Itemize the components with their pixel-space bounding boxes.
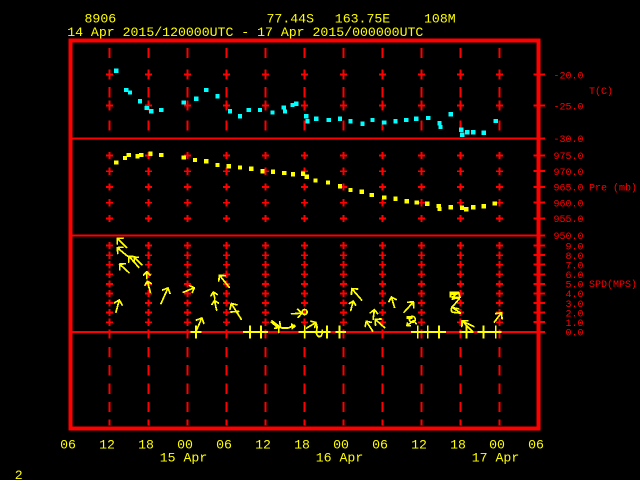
svg-text:77.44S: 77.44S bbox=[267, 12, 315, 27]
svg-text:4.0: 4.0 bbox=[565, 290, 583, 301]
svg-text:17 Apr: 17 Apr bbox=[472, 450, 519, 465]
svg-text:8906: 8906 bbox=[85, 12, 117, 27]
svg-text:2.0: 2.0 bbox=[565, 309, 583, 320]
svg-text:12: 12 bbox=[99, 437, 115, 452]
svg-text:06: 06 bbox=[216, 437, 232, 452]
svg-text:950.0: 950.0 bbox=[553, 232, 583, 243]
svg-text:15 Apr: 15 Apr bbox=[160, 450, 207, 465]
svg-text:2: 2 bbox=[15, 468, 23, 480]
svg-text:00: 00 bbox=[489, 437, 505, 452]
svg-text:965.0: 965.0 bbox=[553, 184, 583, 195]
svg-text:-30.0: -30.0 bbox=[553, 135, 583, 146]
svg-text:6.0: 6.0 bbox=[565, 271, 583, 282]
svg-text:955.0: 955.0 bbox=[553, 215, 583, 226]
svg-text:163.75E: 163.75E bbox=[335, 12, 390, 27]
svg-text:-25.0: -25.0 bbox=[553, 102, 583, 113]
svg-text:3.0: 3.0 bbox=[565, 300, 583, 311]
svg-text:7.0: 7.0 bbox=[565, 261, 583, 272]
svg-text:960.0: 960.0 bbox=[553, 199, 583, 210]
svg-text:00: 00 bbox=[333, 437, 349, 452]
svg-text:Pre (mb): Pre (mb) bbox=[589, 183, 637, 195]
svg-text:970.0: 970.0 bbox=[553, 168, 583, 179]
svg-text:06: 06 bbox=[372, 437, 388, 452]
svg-text:18: 18 bbox=[450, 437, 466, 452]
svg-text:18: 18 bbox=[138, 437, 154, 452]
svg-text:-20.0: -20.0 bbox=[553, 71, 583, 82]
svg-text:12: 12 bbox=[255, 437, 271, 452]
svg-text:06: 06 bbox=[528, 437, 544, 452]
svg-text:108M: 108M bbox=[424, 12, 456, 27]
svg-text:12: 12 bbox=[411, 437, 427, 452]
svg-text:18: 18 bbox=[294, 437, 310, 452]
svg-text:9.0: 9.0 bbox=[565, 242, 583, 253]
svg-text:975.0: 975.0 bbox=[553, 152, 583, 163]
svg-text:16 Apr: 16 Apr bbox=[316, 450, 363, 465]
svg-text:T(C): T(C) bbox=[589, 86, 613, 98]
svg-text:SPD(MPS): SPD(MPS) bbox=[589, 279, 637, 291]
svg-text:8.0: 8.0 bbox=[565, 252, 583, 263]
svg-text:14 Apr 2015/120000UTC - 17 Apr: 14 Apr 2015/120000UTC - 17 Apr 2015/0000… bbox=[67, 25, 423, 40]
svg-text:1.0: 1.0 bbox=[565, 319, 583, 330]
svg-text:00: 00 bbox=[177, 437, 193, 452]
svg-text:5.0: 5.0 bbox=[565, 281, 583, 292]
svg-text:06: 06 bbox=[60, 437, 76, 452]
svg-text:0.0: 0.0 bbox=[565, 329, 583, 340]
